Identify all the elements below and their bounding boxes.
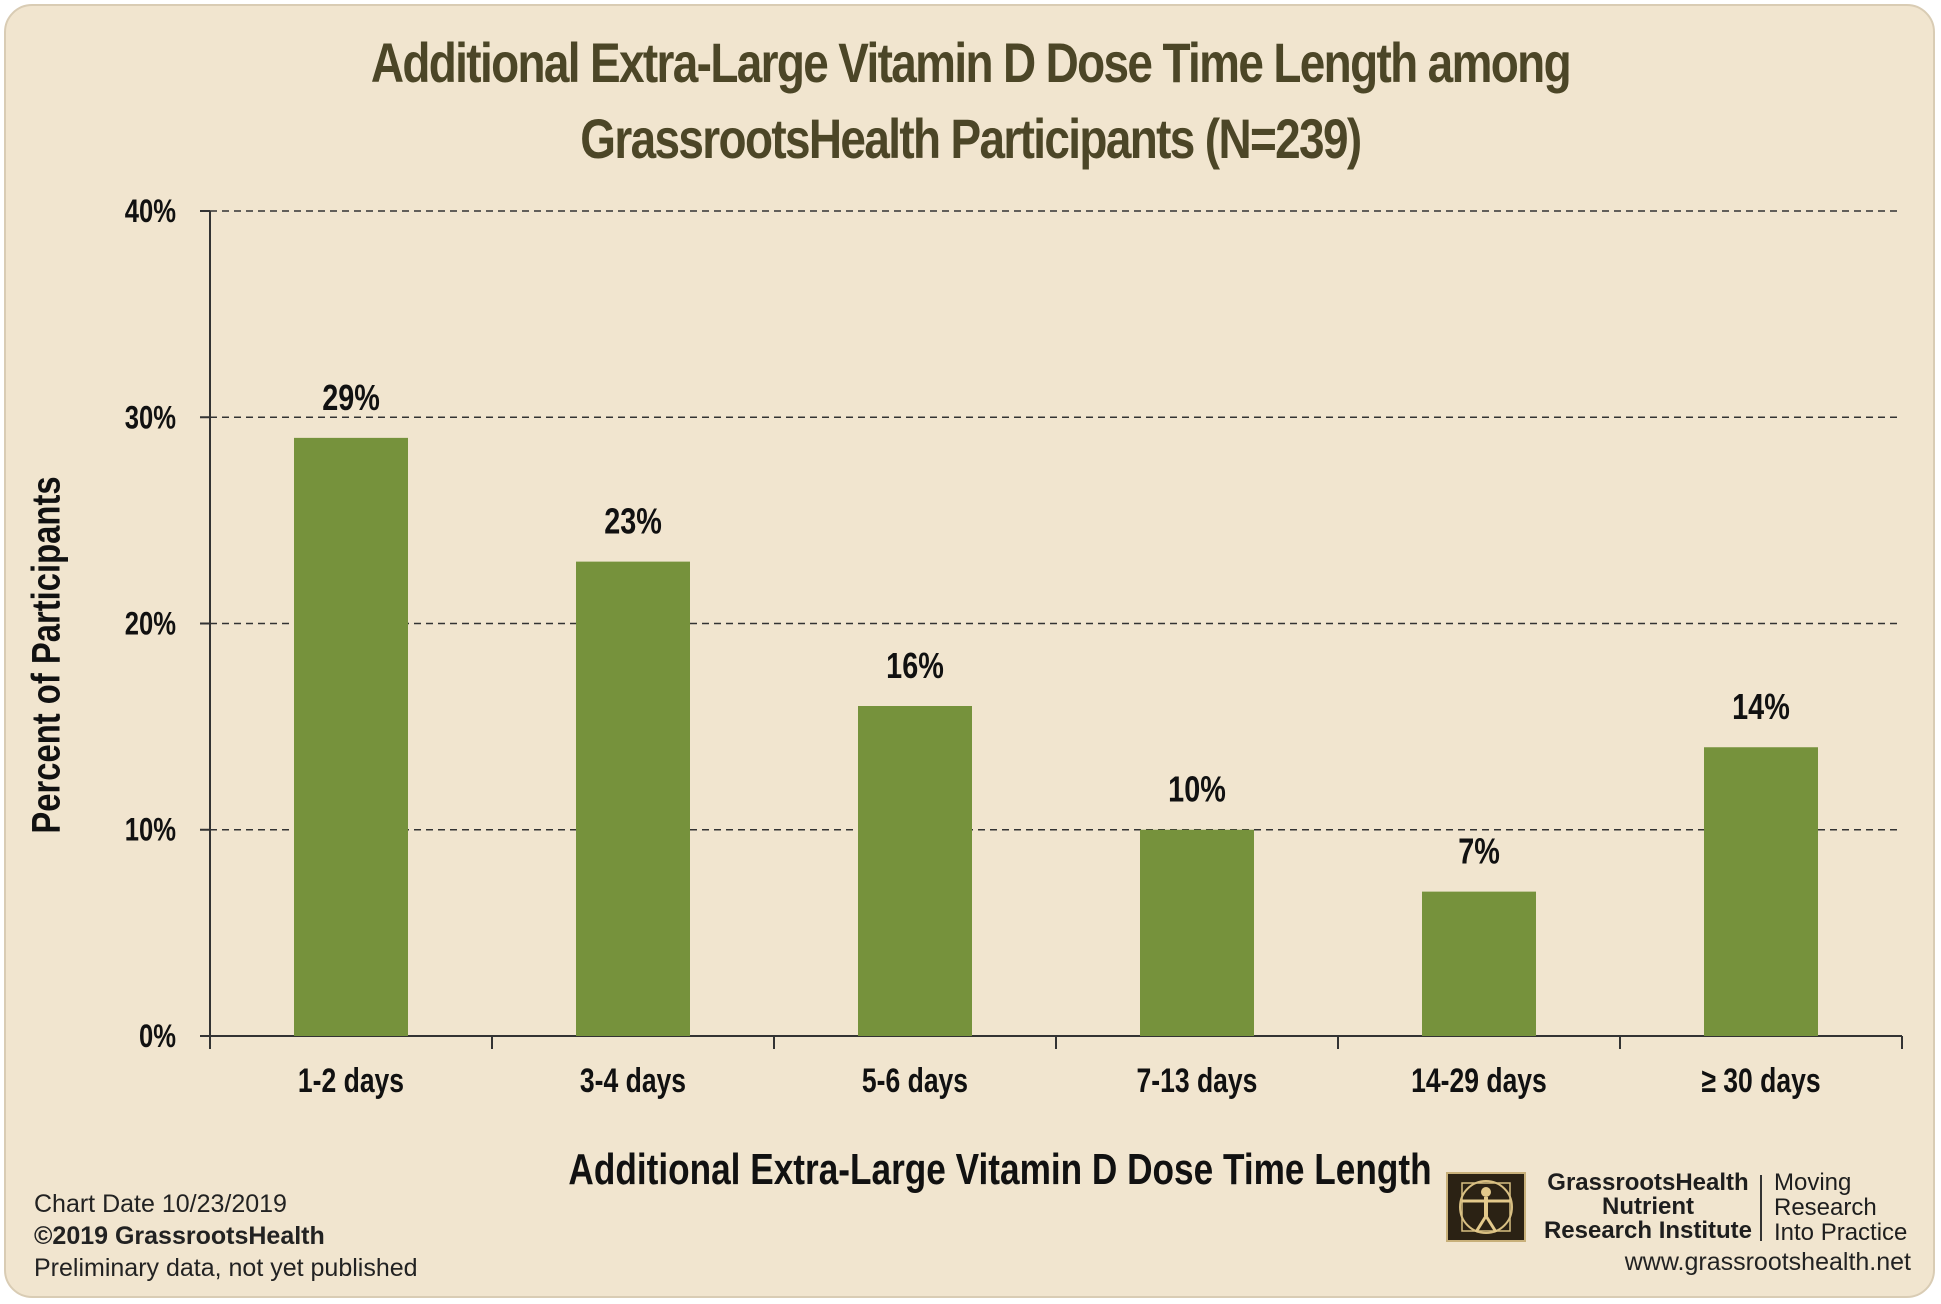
y-tick-label: 20% [125, 607, 176, 642]
copyright: ©2019 GrassrootsHealth [34, 1222, 325, 1250]
org-name-line2: Nutrient [1602, 1193, 1694, 1220]
bar [294, 437, 408, 1036]
bar [576, 561, 690, 1036]
bar [1422, 891, 1536, 1036]
data-label: 14% [1732, 686, 1790, 727]
y-tick-label: 0% [139, 1019, 176, 1054]
data-label: 10% [1168, 769, 1226, 810]
data-label: 16% [886, 645, 944, 686]
y-tick-label: 30% [125, 401, 176, 436]
data-label: 29% [322, 377, 380, 418]
preliminary-note: Preliminary data, not yet published [34, 1254, 418, 1282]
y-tick-label: 40% [125, 194, 176, 229]
tagline-line2: Research [1774, 1194, 1877, 1221]
x-tick-label: 1-2 days [298, 1062, 404, 1100]
website-url: www.grassrootshealth.net [1624, 1248, 1911, 1276]
bar [1704, 747, 1818, 1036]
chart-title-line1: Additional Extra-Large Vitamin D Dose Ti… [370, 31, 1572, 94]
bar [1140, 829, 1254, 1036]
x-tick-label: ≥ 30 days [1701, 1062, 1820, 1100]
x-tick-label: 5-6 days [862, 1062, 968, 1100]
vitruvian-man-icon [1446, 1172, 1526, 1242]
y-tick-label: 10% [125, 813, 176, 848]
x-axis-title: Additional Extra-Large Vitamin D Dose Ti… [568, 1145, 1432, 1194]
x-tick-label: 3-4 days [580, 1062, 686, 1100]
logo-divider [1760, 1175, 1762, 1241]
tagline-line3: Into Practice [1774, 1219, 1908, 1246]
org-name-line3: Research Institute [1543, 1217, 1753, 1244]
chart-title-line2: GrassrootsHealth Participants (N=239) [580, 107, 1362, 170]
chart-date: Chart Date 10/23/2019 [34, 1190, 287, 1218]
x-tick-label: 7-13 days [1137, 1062, 1258, 1100]
data-label: 7% [1458, 830, 1500, 871]
bar [858, 706, 972, 1036]
x-tick-label: 14-29 days [1411, 1062, 1547, 1100]
data-label: 23% [604, 500, 662, 541]
org-name-line1: GrassrootsHealth [1547, 1169, 1749, 1196]
tagline-line1: Moving [1774, 1169, 1852, 1196]
